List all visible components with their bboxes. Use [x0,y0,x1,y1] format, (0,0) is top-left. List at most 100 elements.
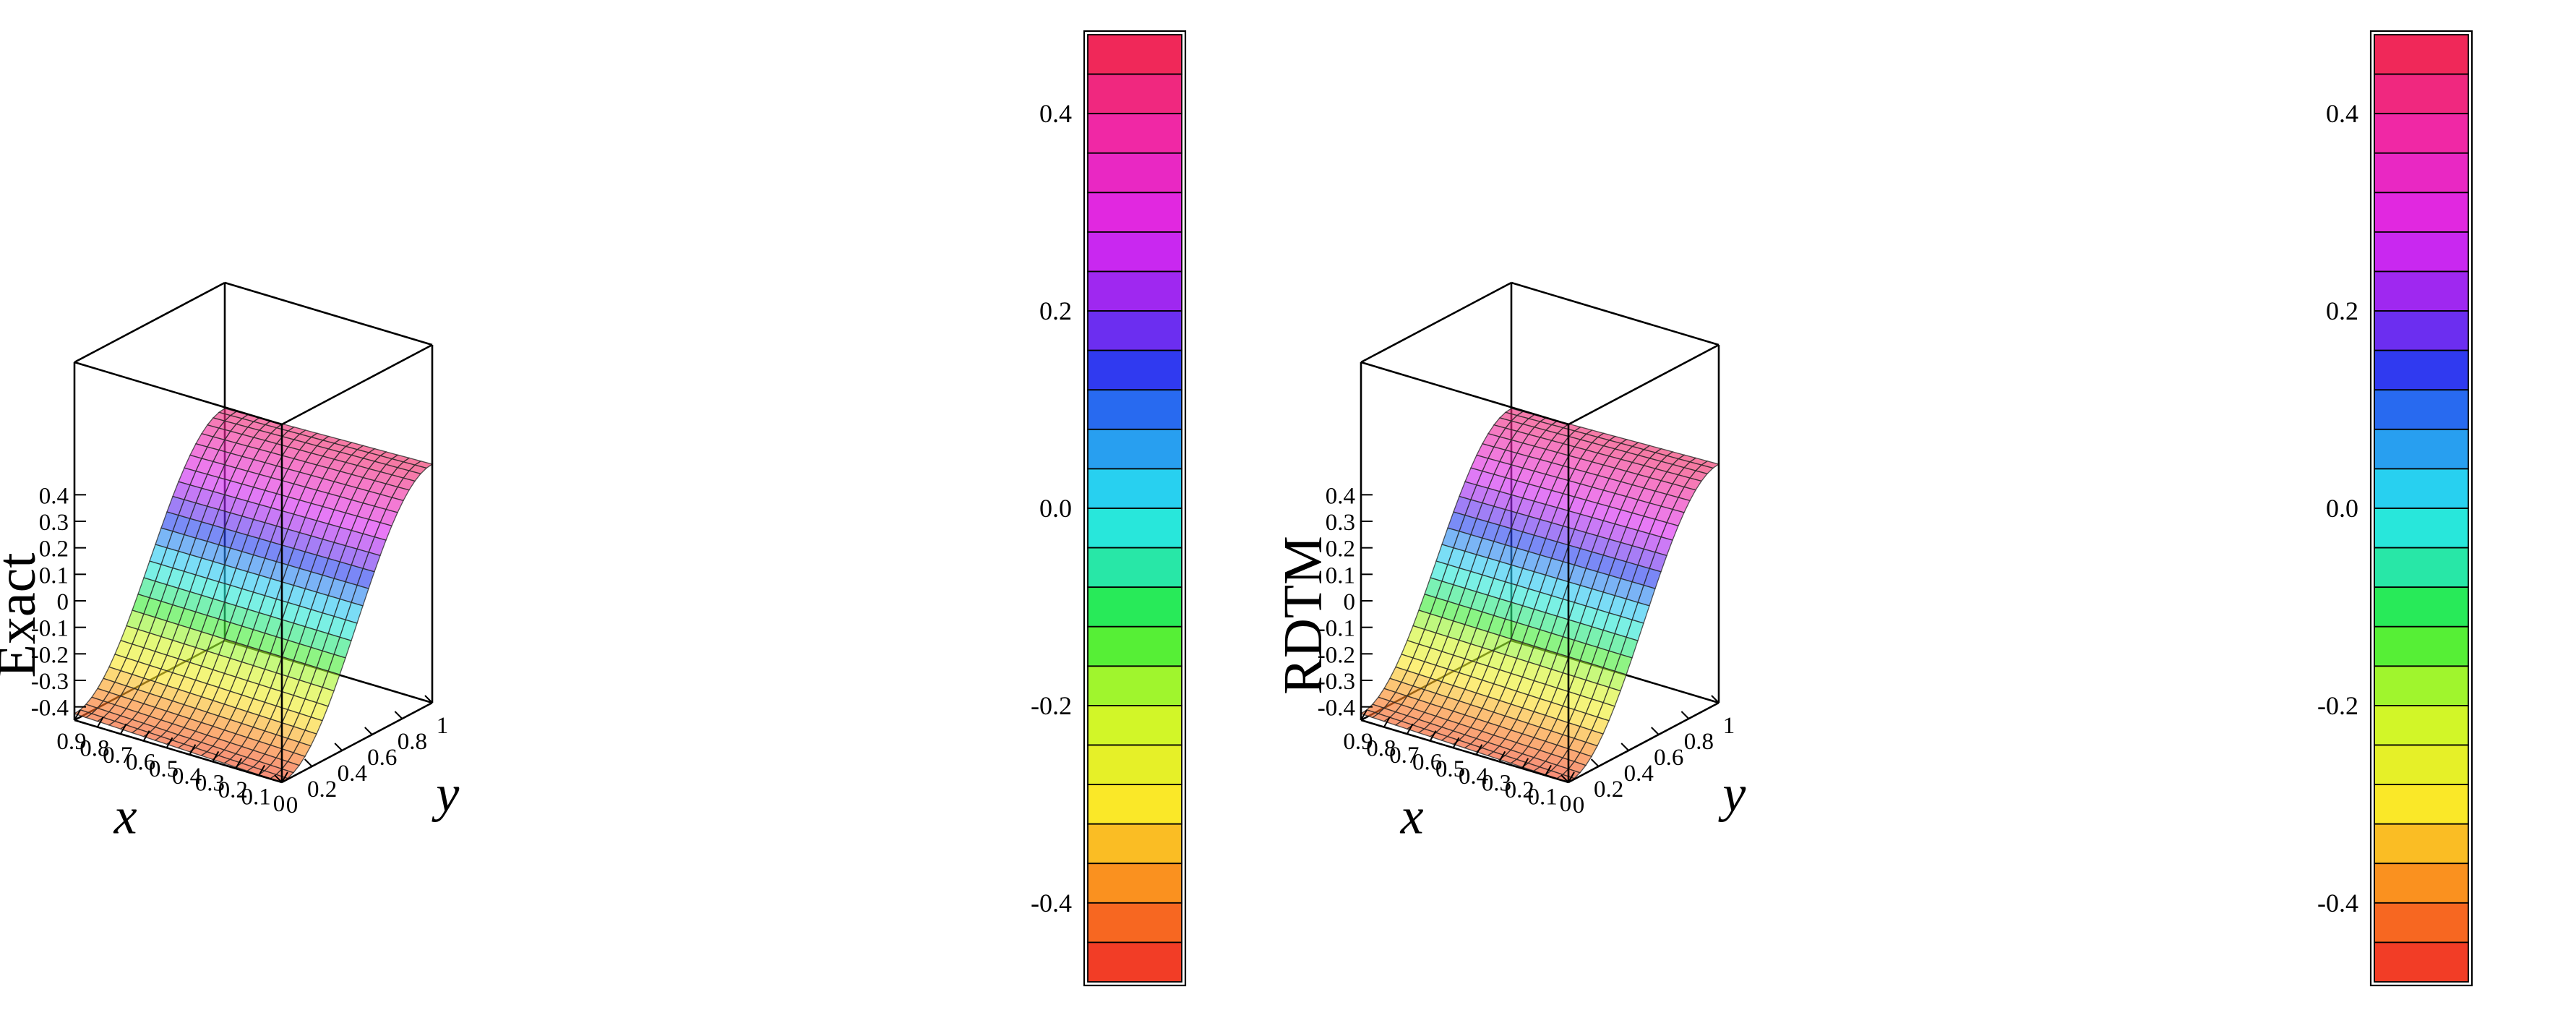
box-edge [1360,281,1512,364]
colorbar-segment [1087,863,1182,904]
colorbar-segment [2374,744,2469,785]
x-tick [1452,737,1460,748]
x-tick [1545,764,1552,776]
box-edge [1568,343,1720,426]
y-tick [394,711,403,719]
y-tick-label: 0.4 [338,761,367,787]
colorbar-frame [1083,30,1187,987]
y-tick [1560,774,1569,783]
box-front-edges [73,343,434,784]
colorbar-segment [2374,705,2469,746]
z-tick-label: 0.1 [39,563,69,589]
y-tick-label: 0.8 [398,729,427,755]
colorbar-segment [2374,468,2469,509]
colorbar-segment [2374,823,2469,865]
x-axis-label: x [1400,787,1424,845]
z-tick-label: -0.1 [1318,616,1355,642]
colorbar-segment [2374,192,2469,233]
z-tick-label: 0.4 [1326,483,1355,509]
y-tick-label: 1 [1723,713,1735,739]
z-tick-label: 0.2 [1326,536,1355,563]
colorbar-segment [1087,270,1182,312]
x-tick [1429,730,1437,742]
colorbar-segment [2374,270,2469,312]
y-tick-label: 0 [286,792,299,818]
colorbar-tick-label: 0.4 [1039,99,1072,128]
z-axis-label: Exact [0,552,47,677]
colorbar-segment [1087,902,1182,944]
y-tick [1590,758,1600,767]
y-axis: 1 0.80.60.40.2 0 [274,695,449,818]
y-tick [334,743,343,751]
z-tick-label: -0.4 [1318,696,1355,722]
z-tick-label: 0.3 [39,510,69,536]
colorbar-segment [2374,73,2469,115]
x-tick [1475,744,1483,756]
y-tick-label: 0.2 [307,777,337,803]
y-tick [1711,695,1720,703]
x-tick-label: 0.4 [172,764,202,790]
surface [1360,408,1720,783]
colorbar-segment [1087,705,1182,746]
colorbar-segment [1087,231,1182,273]
surface [73,408,434,783]
y-tick-label: 1 [437,713,449,739]
colorbar-frame [2369,30,2473,987]
y-axis-label: y [1717,765,1746,823]
plot-panel-2: 0.40.30.20.10-0.1-0.2-0.3-0.4RDTM0.90.80… [1273,30,2473,987]
y-tick [304,758,313,767]
colorbar-segment [2374,310,2469,351]
colorbar-segment [2374,547,2469,589]
x-tick-label: 0 [273,791,285,817]
x-axis-label: x [113,787,137,845]
x-tick [166,737,173,748]
x-tick-label: 0.3 [1482,770,1511,796]
colorbar-segment [1087,547,1182,589]
colorbar-segment [2374,784,2469,825]
y-tick-label: 0.2 [1594,777,1623,803]
box-edge [74,719,283,784]
colorbar-segment [1087,428,1182,470]
colorbar-segment [1087,784,1182,825]
x-axis: 0.90.80.70.60.50.40.30.20.1 0 [56,709,288,817]
colorbar-segment [2374,863,2469,904]
x-tick [1383,717,1391,728]
z-tick-label: -0.1 [31,616,69,642]
colorbar-segment [2374,902,2469,944]
x-tick [281,771,288,783]
z-tick-label: -0.4 [31,696,69,722]
colorbar-segment [1087,113,1182,154]
z-tick-label: 0 [57,589,69,615]
colorbar-tick-label: -0.4 [2317,889,2358,918]
colorbar-segment [2374,349,2469,391]
x-tick [189,744,197,756]
colorbar-segment [1087,625,1182,667]
colorbar-tick-label: 0.2 [2326,296,2358,325]
z-tick-label: -0.3 [31,669,69,695]
x-tick-label: 0.6 [1412,750,1442,776]
colorbar-segment [1087,508,1182,549]
y-tick-label: 0.8 [1684,729,1714,755]
box-front-edges [1360,343,1720,784]
box-edge [74,361,283,426]
colorbar-segment [2374,34,2469,75]
x-tick [142,730,150,742]
z-tick-label: 0.3 [1326,510,1355,536]
colorbar-segment [1087,941,1182,983]
x-tick-label: 0.5 [1435,756,1465,782]
z-tick-label: 0.2 [39,536,69,563]
colorbar-segment [2374,625,2469,667]
colorbar-segment [1087,192,1182,233]
x-tick-label: 0.8 [80,736,109,762]
x-tick-label: 0.9 [1343,729,1373,755]
box-edge [74,281,226,364]
x-tick-label: 0.2 [1505,777,1534,803]
x-tick-label: 0 [1560,791,1572,817]
y-tick [274,774,283,783]
z-tick-label: -0.2 [31,642,69,668]
colorbar-segment [1087,310,1182,351]
x-tick [1360,709,1368,721]
colorbar-segment [1087,349,1182,391]
y-axis: 1 0.80.60.40.2 0 [1560,695,1735,818]
